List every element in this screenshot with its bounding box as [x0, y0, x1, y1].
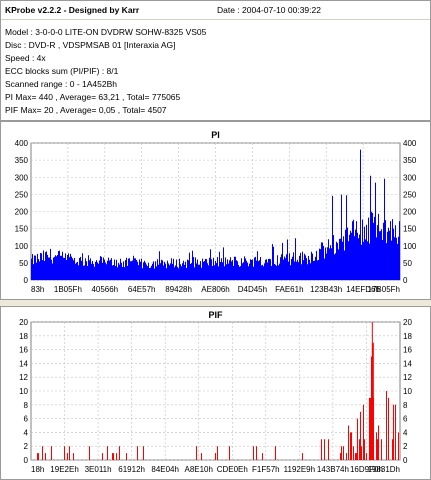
- y-tick-label-right: 20: [403, 318, 412, 327]
- disc-line: Disc : DVD-R , VDSPMSAB 01 [Interaxia AG…: [5, 40, 176, 50]
- chart-title: PI: [211, 130, 220, 140]
- pif-chart: PIF 0 0 2 2 4 4 6 6 8 8 10 10 12 12 14 14 16 16 18 18 20 20 18h…: [19, 310, 412, 474]
- y-tick-label-left: 100: [15, 242, 29, 251]
- y-tick-label-right: 18: [403, 332, 412, 341]
- y-tick-label-right: 16: [403, 346, 412, 355]
- x-tick-label: AE806h: [201, 285, 229, 294]
- y-tick-label-right: 250: [403, 190, 417, 199]
- y-tick-label-left: 10: [19, 387, 28, 396]
- y-tick-label-left: 2: [24, 442, 29, 451]
- speed-line: Speed : 4x: [5, 53, 46, 63]
- info-panel: KProbe v2.2.2 - Designed by Karr Date : …: [0, 0, 431, 121]
- x-tick-label: A8E10h: [184, 465, 212, 474]
- x-tick-label: 83h: [31, 285, 44, 294]
- pi-bars: [31, 149, 400, 280]
- y-tick-label-right: 200: [403, 208, 417, 217]
- pi-chart: PI 0 0 50 50 100 100 150 150 200 200 250 250 300 300 35…: [15, 130, 417, 294]
- y-tick-label-right: 12: [403, 373, 412, 382]
- y-tick-label-right: 400: [403, 139, 417, 148]
- x-tick-label: 17B05Fh: [368, 285, 400, 294]
- y-tick-label-left: 150: [15, 225, 29, 234]
- x-tick-label: 64E57h: [128, 285, 156, 294]
- y-tick-label-left: 0: [24, 456, 29, 465]
- x-tick-label: 1B05Fh: [54, 285, 82, 294]
- separator: [1, 19, 430, 20]
- data-bars: [31, 149, 400, 280]
- x-tick-label: 19E2Eh: [50, 465, 78, 474]
- y-tick-label-left: 300: [15, 173, 29, 182]
- y-tick-label-left: 250: [15, 190, 29, 199]
- x-tick-label: 89428h: [165, 285, 192, 294]
- y-tick-label-left: 14: [19, 359, 28, 368]
- y-tick-label-left: 4: [24, 428, 29, 437]
- y-tick-label-left: 0: [24, 276, 29, 285]
- y-tick-label-left: 16: [19, 346, 28, 355]
- y-tick-label-right: 0: [403, 456, 408, 465]
- y-tick-label-right: 50: [403, 259, 412, 268]
- x-tick-label: F1F57h: [252, 465, 280, 474]
- x-tick-label: 18h: [31, 465, 44, 474]
- pif-stats-line: PIF Max= 20 , Average= 0,05 , Total= 450…: [5, 105, 167, 115]
- y-tick-label-left: 200: [15, 208, 29, 217]
- y-tick-label-right: 150: [403, 225, 417, 234]
- panel-gap: [0, 300, 431, 306]
- x-tick-label: 16D9F0h: [350, 465, 383, 474]
- ecc-line: ECC blocks sum (PI/PIF) : 8/1: [5, 66, 119, 76]
- y-tick-label-right: 0: [403, 276, 408, 285]
- y-tick-label-right: 100: [403, 242, 417, 251]
- y-tick-label-right: 8: [403, 401, 408, 410]
- x-tick-label: 14EFD6h: [346, 285, 380, 294]
- y-tick-label-right: 2: [403, 442, 408, 451]
- x-tick-label: CDE0Eh: [217, 465, 248, 474]
- x-tick-label: 123B43h: [310, 285, 342, 294]
- x-tick-label: 19831Dh: [368, 465, 400, 474]
- app-title: KProbe v2.2.2 - Designed by Karr: [5, 5, 140, 15]
- y-tick-label-left: 12: [19, 373, 28, 382]
- x-tick-label: D4D45h: [238, 285, 267, 294]
- pif-bars: [37, 322, 399, 460]
- y-tick-label-right: 300: [403, 173, 417, 182]
- range-line: Scanned range : 0 - 1A452Bh: [5, 79, 117, 89]
- y-tick-label-left: 18: [19, 332, 28, 341]
- y-tick-label-left: 350: [15, 156, 29, 165]
- y-tick-label-right: 4: [403, 428, 408, 437]
- x-tick-label: 84E04h: [151, 465, 179, 474]
- y-tick-label-left: 8: [24, 401, 29, 410]
- y-tick-label-right: 350: [403, 156, 417, 165]
- y-tick-label-right: 14: [403, 359, 412, 368]
- data-bars: [37, 322, 399, 460]
- y-tick-label-right: 10: [403, 387, 412, 396]
- model-line: Model : 3-0-0-0 LITE-ON DVDRW SOHW-8325 …: [5, 27, 207, 37]
- y-tick-label-left: 20: [19, 318, 28, 327]
- y-tick-label-left: 400: [15, 139, 29, 148]
- y-tick-label-left: 50: [19, 259, 28, 268]
- y-tick-label-right: 6: [403, 415, 408, 424]
- x-tick-label: FAE61h: [275, 285, 303, 294]
- pi-stats-line: PI Max= 440 , Average= 63,21 , Total= 77…: [5, 92, 181, 102]
- pif-chart-panel: PIF 0 0 2 2 4 4 6 6 8 8 10 10 12 12 14 14 16 16 18 18 20 20 18h…: [0, 306, 431, 480]
- pi-chart-panel: PI 0 0 50 50 100 100 150 150 200 200 250 250 300 300 35…: [0, 121, 431, 300]
- y-tick-label-left: 6: [24, 415, 29, 424]
- x-tick-label: 40566h: [91, 285, 118, 294]
- scan-date: Date : 2004-07-10 00:39:22: [217, 5, 321, 15]
- x-tick-label: 1192E9h: [284, 465, 315, 474]
- x-tick-label: 143B74h: [317, 465, 349, 474]
- chart-title: PIF: [208, 310, 223, 320]
- x-tick-label: 3E011h: [85, 465, 112, 474]
- x-tick-label: 61912h: [118, 465, 145, 474]
